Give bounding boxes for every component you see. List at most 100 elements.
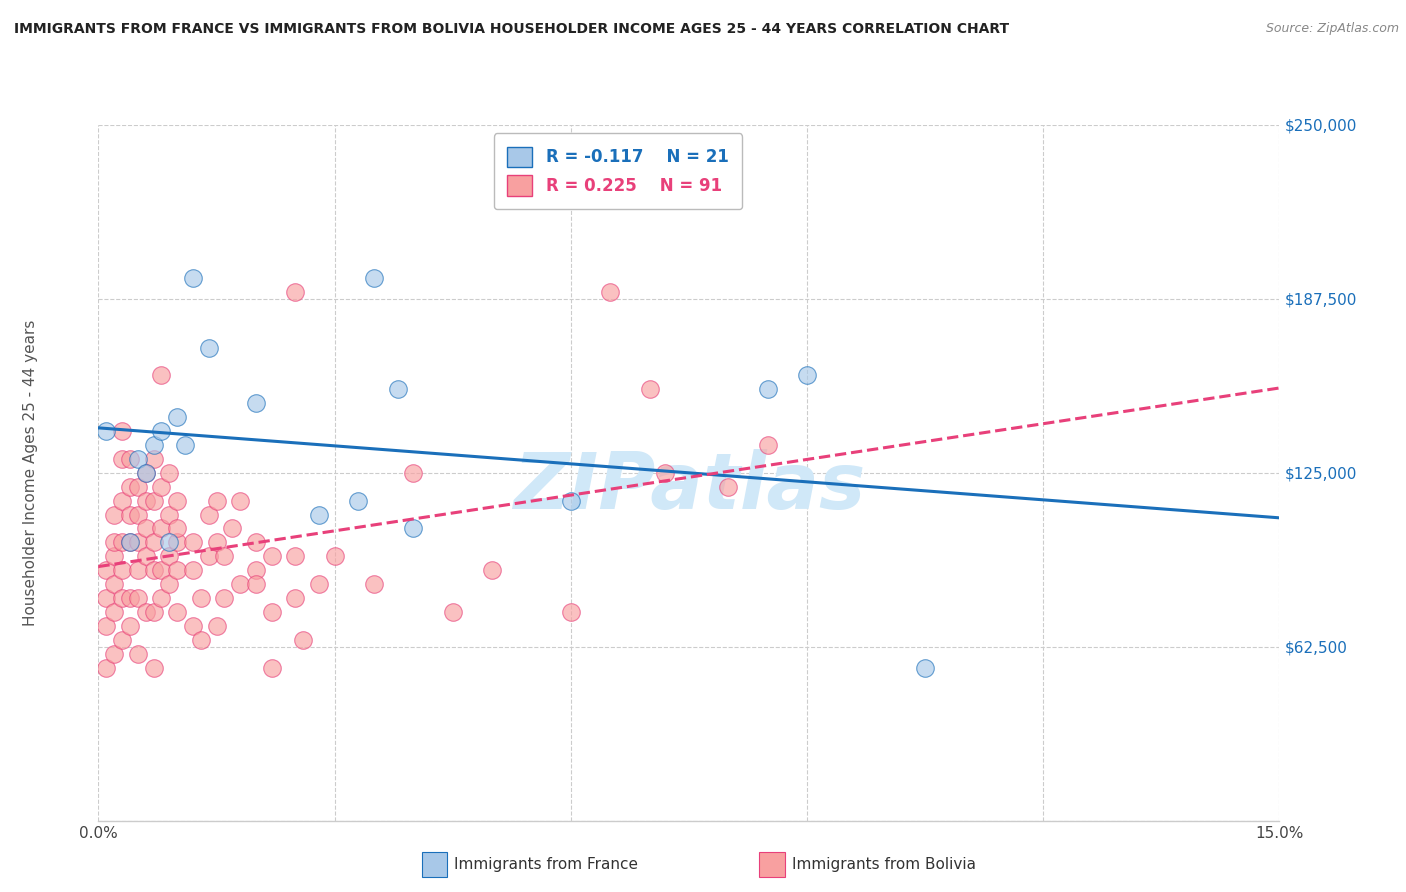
Point — [481, 563, 503, 577]
Point — [96, 591, 118, 605]
Point — [142, 451, 165, 466]
Point — [914, 660, 936, 674]
Point — [229, 493, 252, 508]
Text: ZIPatlas: ZIPatlas — [513, 449, 865, 524]
Point — [308, 577, 330, 591]
Point — [127, 480, 149, 494]
Point — [135, 493, 157, 508]
Point — [103, 535, 125, 549]
Point — [190, 632, 212, 647]
Point — [135, 549, 157, 564]
Point — [142, 660, 165, 674]
Point — [166, 493, 188, 508]
Point — [197, 549, 219, 564]
Point — [284, 591, 307, 605]
Point — [103, 605, 125, 619]
Point — [347, 493, 370, 508]
Point — [96, 660, 118, 674]
Point — [127, 647, 149, 661]
Point — [166, 521, 188, 535]
Point — [118, 480, 141, 494]
Point — [127, 563, 149, 577]
Point — [96, 619, 118, 633]
Point — [103, 508, 125, 522]
Point — [717, 480, 740, 494]
Point — [150, 521, 173, 535]
Text: Immigrants from Bolivia: Immigrants from Bolivia — [792, 857, 976, 871]
Point — [127, 535, 149, 549]
Point — [150, 591, 173, 605]
Point — [103, 549, 125, 564]
Point — [323, 549, 346, 564]
Point — [118, 591, 141, 605]
Point — [796, 368, 818, 383]
Point — [756, 438, 779, 452]
Point — [245, 563, 267, 577]
Point — [127, 451, 149, 466]
Point — [96, 563, 118, 577]
Text: Householder Income Ages 25 - 44 years: Householder Income Ages 25 - 44 years — [24, 319, 38, 626]
Point — [157, 577, 180, 591]
Point — [181, 535, 204, 549]
Point — [363, 271, 385, 285]
Point — [181, 271, 204, 285]
Point — [441, 605, 464, 619]
Point — [127, 508, 149, 522]
Point — [181, 563, 204, 577]
Text: IMMIGRANTS FROM FRANCE VS IMMIGRANTS FROM BOLIVIA HOUSEHOLDER INCOME AGES 25 - 4: IMMIGRANTS FROM FRANCE VS IMMIGRANTS FRO… — [14, 22, 1010, 37]
Point — [292, 632, 315, 647]
Point — [157, 466, 180, 480]
Point — [654, 466, 676, 480]
Point — [260, 605, 283, 619]
Point — [560, 493, 582, 508]
Point — [221, 521, 243, 535]
Point — [111, 424, 134, 438]
Point — [103, 647, 125, 661]
Point — [150, 563, 173, 577]
Point — [150, 368, 173, 383]
Point — [197, 341, 219, 355]
Point — [166, 605, 188, 619]
Point — [229, 577, 252, 591]
Point — [205, 535, 228, 549]
Point — [111, 591, 134, 605]
Point — [205, 619, 228, 633]
Point — [284, 549, 307, 564]
Point — [150, 480, 173, 494]
Point — [135, 605, 157, 619]
Point — [260, 660, 283, 674]
Point — [135, 466, 157, 480]
Point — [157, 549, 180, 564]
Legend: R = -0.117    N = 21, R = 0.225    N = 91: R = -0.117 N = 21, R = 0.225 N = 91 — [494, 133, 742, 209]
Point — [127, 591, 149, 605]
Point — [181, 619, 204, 633]
Point — [387, 382, 409, 396]
Point — [284, 285, 307, 299]
Point — [402, 466, 425, 480]
Point — [174, 438, 197, 452]
Point — [560, 605, 582, 619]
Point — [157, 508, 180, 522]
Point — [190, 591, 212, 605]
Point — [118, 619, 141, 633]
Point — [245, 535, 267, 549]
Point — [363, 577, 385, 591]
Point — [214, 591, 236, 605]
Point — [118, 508, 141, 522]
Point — [599, 285, 621, 299]
Point — [103, 577, 125, 591]
Point — [166, 563, 188, 577]
Point — [756, 382, 779, 396]
Point — [111, 632, 134, 647]
Point — [142, 535, 165, 549]
Point — [135, 521, 157, 535]
Point — [142, 438, 165, 452]
Point — [118, 451, 141, 466]
Point — [245, 396, 267, 410]
Point — [197, 508, 219, 522]
Point — [111, 493, 134, 508]
Point — [118, 535, 141, 549]
Point — [150, 424, 173, 438]
Point — [638, 382, 661, 396]
Point — [142, 493, 165, 508]
